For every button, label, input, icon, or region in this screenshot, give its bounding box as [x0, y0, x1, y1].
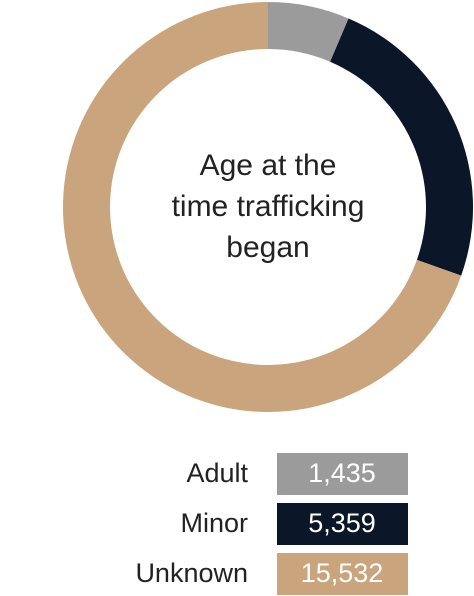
legend-label: Minor	[180, 508, 248, 538]
value-label: 5,359	[308, 508, 376, 538]
chart-title: Age at the time trafficking began	[171, 149, 365, 264]
donut-segment	[268, 2, 349, 62]
value-label: 1,435	[308, 458, 376, 488]
legend-box	[277, 453, 408, 495]
legend-label: Adult	[186, 458, 248, 488]
legend-box	[277, 553, 408, 595]
donut-segment	[330, 18, 474, 276]
legend-box	[277, 503, 408, 545]
value-label: 15,532	[301, 558, 384, 588]
legend-label: Unknown	[135, 558, 248, 588]
